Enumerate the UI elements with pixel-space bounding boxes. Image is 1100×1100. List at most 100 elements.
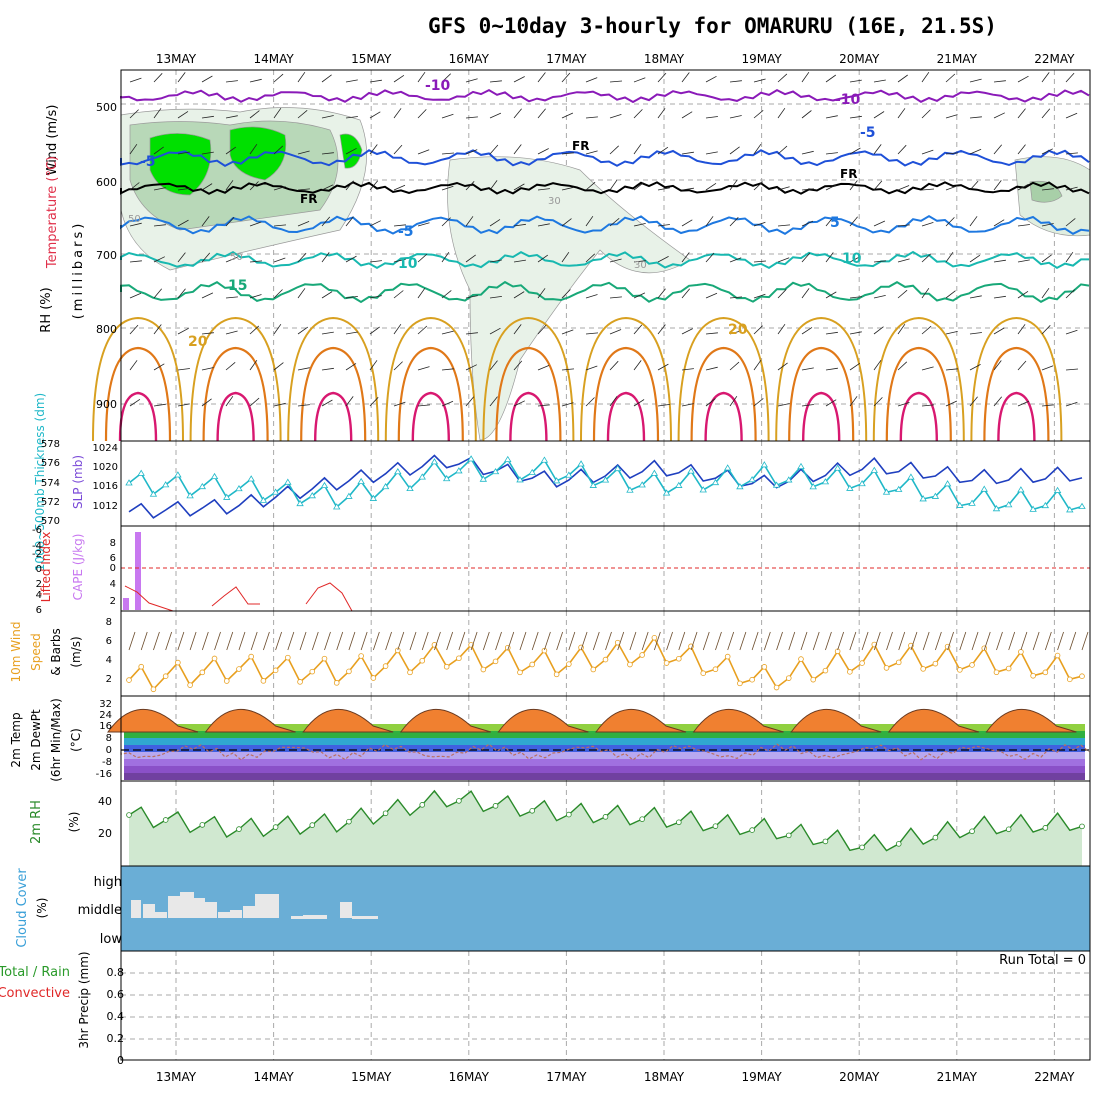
temp-daily-peak [107, 709, 199, 733]
li-ytick: -4 [32, 541, 42, 552]
contour-label: 30 [634, 260, 647, 271]
wind10-line-point [382, 663, 389, 669]
wind-barb [465, 254, 476, 263]
wind-barb [729, 80, 742, 83]
wind-barb [177, 72, 186, 83]
wind10-barb [299, 631, 307, 651]
contour-label: 10 [398, 256, 418, 272]
wind-barb [681, 288, 691, 299]
wind-barb [921, 222, 934, 227]
thickness-line-point [919, 495, 927, 502]
thickness-line-point [785, 476, 793, 483]
rh2m-point [712, 823, 719, 829]
wind-barb [1065, 329, 1078, 335]
rh2m-point [785, 832, 792, 839]
wind-barb [921, 287, 930, 299]
wind10-line-point [150, 686, 157, 693]
temp-contour-25 [983, 346, 1050, 442]
wind-barb [345, 180, 354, 191]
wind-barb [849, 396, 858, 407]
wind10-barb [1020, 631, 1028, 651]
wind-barb [417, 71, 426, 83]
temp-contour-10 [120, 250, 1089, 270]
cloud-block [303, 915, 327, 919]
wind-barb [657, 363, 669, 371]
wind-barb [177, 151, 190, 155]
thickness-line-point [809, 483, 817, 490]
wind-barb [945, 152, 959, 155]
wind-barb [561, 329, 574, 335]
upper-ylabel-pressure: (millibars) [71, 221, 86, 320]
wind-barb [225, 115, 238, 119]
thickness-line [128, 457, 1083, 511]
wind10-line-point [1079, 673, 1085, 680]
wind-barb [609, 217, 620, 227]
wind-barb [537, 108, 546, 119]
wind-barb [1041, 148, 1053, 155]
wind-barb [993, 180, 1002, 191]
cloud-block [291, 916, 303, 919]
thickness-ytick: 570 [41, 516, 60, 527]
rh2m-point [382, 810, 389, 817]
wind10-barb [311, 631, 319, 651]
wind10-barb [739, 631, 747, 651]
temp2m-panel-labels: 2m Temp 2m DewPt (6hr Min/Max) (°C) 32 2… [9, 698, 112, 782]
wind10-barb [531, 631, 539, 651]
wind10-barb [727, 631, 735, 651]
wind-barb [897, 258, 910, 263]
rh2m-area [129, 790, 1082, 866]
wind-barb [321, 74, 332, 83]
wind-barb [489, 180, 498, 191]
run-total: Run Total = 0 [999, 953, 1086, 968]
temp2m-ylabel: 2m DewPt [29, 709, 43, 771]
temp-contour-20 [384, 316, 477, 442]
cloud-block [230, 910, 242, 918]
wind-barb [729, 146, 740, 155]
wind-barb [465, 364, 477, 371]
cape-ytick: 2 [110, 596, 116, 607]
wind-barb [753, 359, 762, 371]
wind-barb [801, 252, 811, 263]
thickness-line-point [675, 481, 683, 488]
wind-barb [441, 290, 452, 299]
thickness-line-point [247, 475, 255, 482]
wind-barb [849, 147, 861, 155]
thickness-line-point [504, 455, 512, 463]
slp-frame [120, 440, 1091, 527]
wind-barb [417, 188, 431, 191]
wind-barb [777, 362, 788, 371]
wind10-ytick: 4 [106, 655, 112, 666]
wind-barb [201, 183, 213, 191]
day-label-bottom: 13MAY [156, 1070, 197, 1084]
wind10-barb [324, 631, 331, 651]
wind-barb [921, 109, 931, 119]
rh2m-point [419, 802, 426, 808]
wind-barb [993, 112, 1005, 119]
wind-barb [201, 151, 214, 155]
wind-barb [393, 74, 405, 83]
wind-barb [321, 115, 334, 119]
wind10-barb [617, 631, 625, 651]
thickness-line-point [394, 467, 402, 475]
wind-barb [777, 186, 790, 191]
wind-barb [849, 115, 862, 119]
wind10-barb [886, 631, 893, 651]
wind10-line-point [1054, 652, 1061, 659]
wind-barb [177, 368, 190, 371]
wind10-barb [812, 631, 820, 651]
thickness-line-point [601, 476, 610, 483]
wind-barb [225, 216, 235, 227]
wind-barb [201, 115, 214, 119]
precip-ytick: 0 [117, 1054, 124, 1067]
wind-barb [969, 116, 982, 119]
wind-barb [969, 332, 982, 335]
wind-barb [825, 216, 834, 227]
upper-ylabel-rh: RH (%) [39, 287, 54, 332]
wind-barb [177, 403, 190, 407]
wind10-barb [544, 631, 551, 651]
thickness-line-point [1041, 501, 1050, 509]
thickness-line-point [235, 484, 243, 492]
wind10-line-point [529, 661, 535, 668]
wind10-barb [568, 631, 576, 651]
